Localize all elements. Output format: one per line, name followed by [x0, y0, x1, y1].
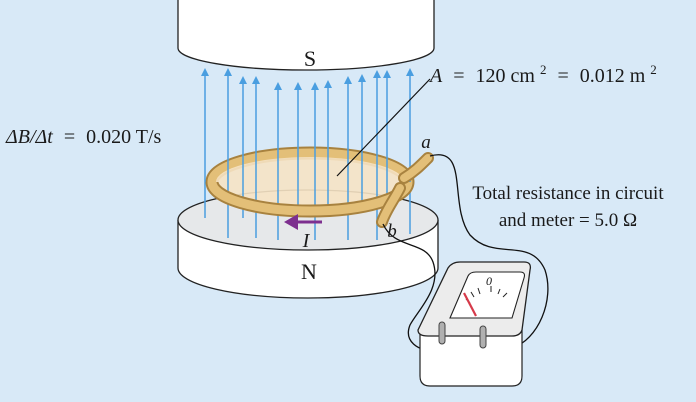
- area-exponent-cm: 2: [540, 62, 547, 77]
- area-exponent-m: 2: [650, 62, 657, 77]
- meter-terminal-left: [438, 321, 446, 345]
- area-equals-2: =: [557, 65, 568, 87]
- galvanometer: [417, 261, 532, 387]
- south-pole-label: S: [304, 46, 316, 71]
- meter-zero-label: 0: [486, 274, 492, 288]
- south-pole-magnet: [177, 0, 435, 71]
- wire-to-meter-a: [429, 154, 549, 349]
- svg-text:A = 120 cm 2: A = 120 cm 2 = 0.012 m 2: [428, 57, 657, 87]
- current-arrow: [284, 214, 322, 230]
- area-equals-1: =: [453, 65, 464, 87]
- meter-terminal-right: [479, 325, 487, 349]
- area-value-m: 0.012 m: [580, 65, 646, 87]
- resistance-label-line2: and meter = 5.0 Ω: [499, 210, 637, 231]
- magnetic-field-lines: [201, 68, 414, 240]
- area-pointer-line: [336, 78, 431, 177]
- current-label: I: [302, 230, 311, 252]
- terminal-b-label: b: [387, 221, 397, 242]
- rate-value: 0.020 T/s: [86, 126, 161, 148]
- area-variable: A: [428, 65, 443, 87]
- rate-variable: ΔB/Δt: [5, 126, 53, 148]
- meter-needle: [463, 292, 477, 317]
- wire-to-meter-b: [382, 223, 443, 353]
- north-pole-label: N: [301, 259, 317, 284]
- area-label: A = 120 cm 2 = 0.012 m 2: [428, 57, 657, 87]
- svg-text:ΔB/Δt = 0.020 T/s: ΔB/Δt = 0.020 T/s: [5, 126, 162, 148]
- flux-rate-label: ΔB/Δt = 0.020 T/s: [5, 126, 162, 148]
- rate-equals: =: [64, 126, 75, 148]
- coil-interior-area: [216, 157, 404, 207]
- terminal-a-label: a: [421, 132, 431, 153]
- area-value-cm: 120 cm: [476, 65, 536, 87]
- meter-face: [449, 271, 526, 319]
- resistance-label-line1: Total resistance in circuit: [472, 183, 664, 204]
